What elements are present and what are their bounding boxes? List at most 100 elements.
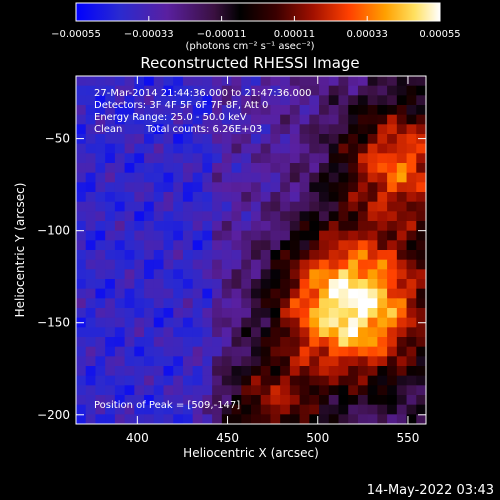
heatmap-cell (114, 337, 126, 348)
heatmap-cell (144, 201, 155, 212)
heatmap-cell (241, 240, 252, 251)
heatmap-cell (387, 114, 398, 125)
heatmap-cell (173, 317, 184, 328)
heatmap-cell (173, 259, 184, 270)
heatmap-cell (309, 201, 320, 212)
heatmap-cell (124, 172, 135, 183)
heatmap-cell (173, 192, 184, 203)
heatmap-cell (85, 337, 96, 348)
heatmap-cell (144, 114, 155, 125)
heatmap-cell (396, 201, 407, 212)
heatmap-cell (377, 95, 388, 106)
heatmap-cell (406, 366, 417, 377)
heatmap-cell (328, 346, 339, 357)
heatmap-cell (280, 211, 291, 222)
heatmap-cell (260, 114, 271, 125)
heatmap-cell (396, 395, 407, 406)
heatmap-cell (144, 240, 155, 251)
heatmap-cell (328, 201, 339, 212)
heatmap-cell (270, 143, 281, 154)
heatmap-cell (173, 182, 184, 193)
heatmap-cell (357, 182, 369, 193)
heatmap-cell (231, 182, 242, 193)
heatmap-cell (85, 395, 96, 406)
heatmap-cell (270, 240, 281, 251)
heatmap-cell (173, 366, 184, 377)
heatmap-cell (85, 269, 96, 280)
heatmap-cell (387, 95, 398, 106)
heatmap-cell (144, 221, 155, 232)
heatmap-cell (153, 269, 164, 280)
heatmap-cell (192, 250, 203, 261)
heatmap-cell (387, 221, 398, 232)
heatmap-cell (95, 279, 106, 290)
heatmap-cell (270, 375, 281, 386)
heatmap-cell (319, 385, 330, 396)
heatmap-cell (173, 172, 184, 183)
heatmap-cell (348, 201, 359, 212)
heatmap-cell (289, 124, 301, 135)
heatmap-cell (221, 153, 232, 164)
heatmap-cell (163, 105, 174, 116)
heatmap-cell (299, 182, 310, 193)
heatmap-cell (270, 85, 281, 96)
heatmap-cell (357, 279, 369, 290)
heatmap-cell (406, 85, 417, 96)
heatmap-cell (173, 95, 184, 106)
heatmap-cell (114, 327, 126, 338)
heatmap-cell (251, 366, 262, 377)
heatmap-cell (406, 259, 417, 270)
heatmap-cell (270, 105, 281, 116)
heatmap-cell (338, 337, 349, 348)
heatmap-cell (124, 327, 135, 338)
heatmap-cell (202, 317, 213, 328)
heatmap-cell (144, 95, 155, 106)
heatmap-cell (192, 337, 203, 348)
heatmap-cell (396, 76, 407, 87)
heatmap-cell (212, 201, 223, 212)
heatmap-cell (289, 385, 301, 396)
heatmap-cell (76, 327, 87, 338)
heatmap-cell (182, 172, 194, 183)
heatmap-cell (153, 279, 164, 290)
heatmap-cell (124, 259, 135, 270)
heatmap-cell (202, 404, 213, 415)
heatmap-cell (173, 124, 184, 135)
heatmap-cell (357, 327, 369, 338)
heatmap-cell (124, 105, 135, 116)
heatmap-cell (221, 317, 232, 328)
annotation-time-range: 27-Mar-2014 21:44:36.000 to 21:47:36.000 (94, 88, 312, 99)
heatmap-cell (95, 317, 106, 328)
heatmap-cell (396, 143, 407, 154)
heatmap-cell (231, 395, 242, 406)
heatmap-cell (153, 356, 164, 367)
heatmap-cell (114, 288, 126, 299)
heatmap-cell (299, 172, 310, 183)
heatmap-cell (309, 105, 320, 116)
heatmap-cell (231, 414, 242, 425)
heatmap-cell (85, 114, 96, 125)
heatmap-cell (182, 279, 194, 290)
heatmap-cell (221, 259, 232, 270)
heatmap-cell (338, 298, 349, 309)
heatmap-cell (95, 124, 106, 135)
heatmap-cell (153, 337, 164, 348)
heatmap-cell (328, 259, 339, 270)
heatmap-cell (144, 308, 155, 319)
heatmap-cell (241, 288, 252, 299)
heatmap-cell (280, 134, 291, 145)
heatmap-cell (387, 163, 398, 174)
heatmap-cell (95, 192, 106, 203)
heatmap-cell (114, 211, 126, 222)
heatmap-cell (85, 356, 96, 367)
colorbar (75, 2, 441, 22)
heatmap-cell (231, 211, 242, 222)
heatmap-cell (76, 250, 87, 261)
heatmap-cell (95, 221, 106, 232)
heatmap-cell (416, 85, 427, 96)
heatmap-cell (95, 85, 106, 96)
colorbar-tick-label: −0.00011 (197, 29, 247, 40)
heatmap-cell (406, 221, 417, 232)
heatmap-cell (319, 366, 330, 377)
heatmap-cell (163, 366, 174, 377)
